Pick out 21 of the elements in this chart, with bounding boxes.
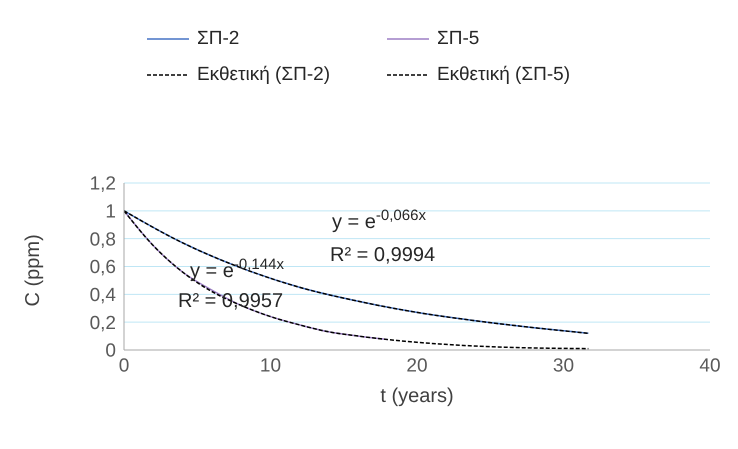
x-tick-label: 40 xyxy=(699,355,721,376)
x-tick-label: 10 xyxy=(260,355,282,376)
legend-label: ΣΠ-2 xyxy=(197,28,240,50)
y-tick-label: 1 xyxy=(105,202,116,223)
legend-label: ΣΠ-5 xyxy=(437,28,480,50)
x-tick-label: 0 xyxy=(118,355,130,376)
x-axis-title: t (years) xyxy=(380,385,454,407)
annotation: y = e$^{-0,066x}$ xyxy=(332,206,426,233)
x-tick-label: 30 xyxy=(552,355,574,376)
y-tick-label: 0,8 xyxy=(90,229,116,250)
y-tick-label: 0,4 xyxy=(90,285,116,306)
y-tick-label: 1,2 xyxy=(90,174,116,195)
y-tick-label: 0,2 xyxy=(90,312,116,334)
annotation: R² = 0,9994 xyxy=(330,244,436,266)
y-tick-label: 0,6 xyxy=(90,257,116,278)
y-tick-label: 0 xyxy=(105,340,116,362)
legend-label: Εκθετική (ΣΠ-5) xyxy=(437,64,570,86)
y-axis-title: C (ppm) xyxy=(22,234,44,306)
legend-label: Εκθετική (ΣΠ-2) xyxy=(197,64,330,86)
x-tick-label: 20 xyxy=(406,355,428,376)
annotation: y = e$^{-0,144x}$ xyxy=(190,256,284,282)
